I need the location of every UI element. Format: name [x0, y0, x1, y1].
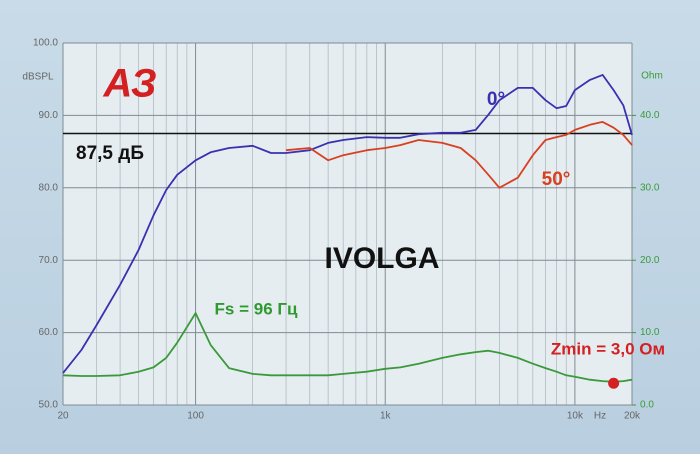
x-tick-label: 20k — [624, 411, 641, 422]
y-axis-label: dBSPL — [22, 72, 54, 83]
annotation: Zmin = 3,0 Ом — [551, 339, 665, 358]
x-axis-label: Hz — [594, 411, 606, 422]
series-line — [286, 121, 633, 189]
grid — [62, 42, 636, 406]
x-tick-label: 100 — [187, 411, 204, 422]
y-tick-label: 80.0 — [39, 182, 59, 193]
marker-dot — [608, 377, 620, 389]
y-tick-label: 60.0 — [39, 327, 59, 338]
y-tick-label: 90.0 — [39, 110, 59, 121]
series-label: 50° — [542, 169, 571, 190]
y-tick-label: 50.0 — [39, 400, 59, 411]
y2-tick-label: 20.0 — [640, 255, 660, 266]
reference-label: 87,5 дБ — [76, 143, 144, 164]
y2-tick-label: 40.0 — [640, 110, 660, 121]
plot-area — [63, 43, 632, 405]
y2-axis-label: Ohm — [641, 71, 663, 82]
annotation: Fs = 96 Гц — [215, 299, 298, 318]
x-tick-label: 10k — [567, 411, 584, 422]
y2-tick-label: 10.0 — [640, 327, 660, 338]
y2-tick-label: 0.0 — [640, 400, 654, 411]
y-tick-label: 100.0 — [33, 38, 58, 49]
series-line — [62, 74, 633, 374]
series-line — [62, 312, 633, 383]
marks — [62, 74, 633, 389]
logo: АЗ — [102, 62, 156, 106]
x-tick-label: 1k — [380, 411, 392, 422]
series-label: 0° — [487, 89, 505, 110]
x-tick-label: 20 — [57, 411, 69, 422]
y-tick-label: 70.0 — [39, 255, 59, 266]
y2-tick-label: 30.0 — [640, 182, 660, 193]
annotation: IVOLGA — [324, 242, 439, 275]
